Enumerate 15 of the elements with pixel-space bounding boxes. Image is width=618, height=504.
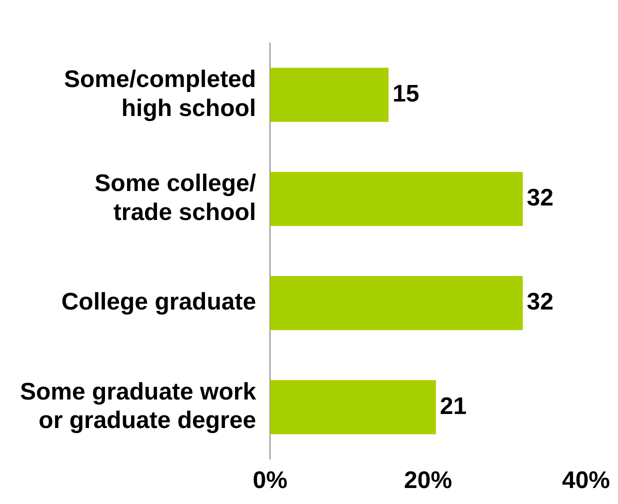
data-label: 32 [526,184,554,212]
y-tick-label: Some graduate work or graduate degree [20,378,257,434]
x-tick-label: 40% [562,467,610,494]
bar [270,172,523,226]
y-tick-label: Some/completed high school [64,66,256,122]
x-tick-label: 0% [252,467,288,494]
x-tick-label: 20% [404,467,452,494]
bar [270,276,523,330]
y-tick-label: Some college/ trade school [94,170,256,226]
bar [270,68,389,122]
y-tick-label: College graduate [61,288,256,316]
bar [270,380,436,434]
data-label: 15 [392,80,420,108]
data-label: 21 [440,392,467,420]
data-label: 32 [526,288,554,316]
